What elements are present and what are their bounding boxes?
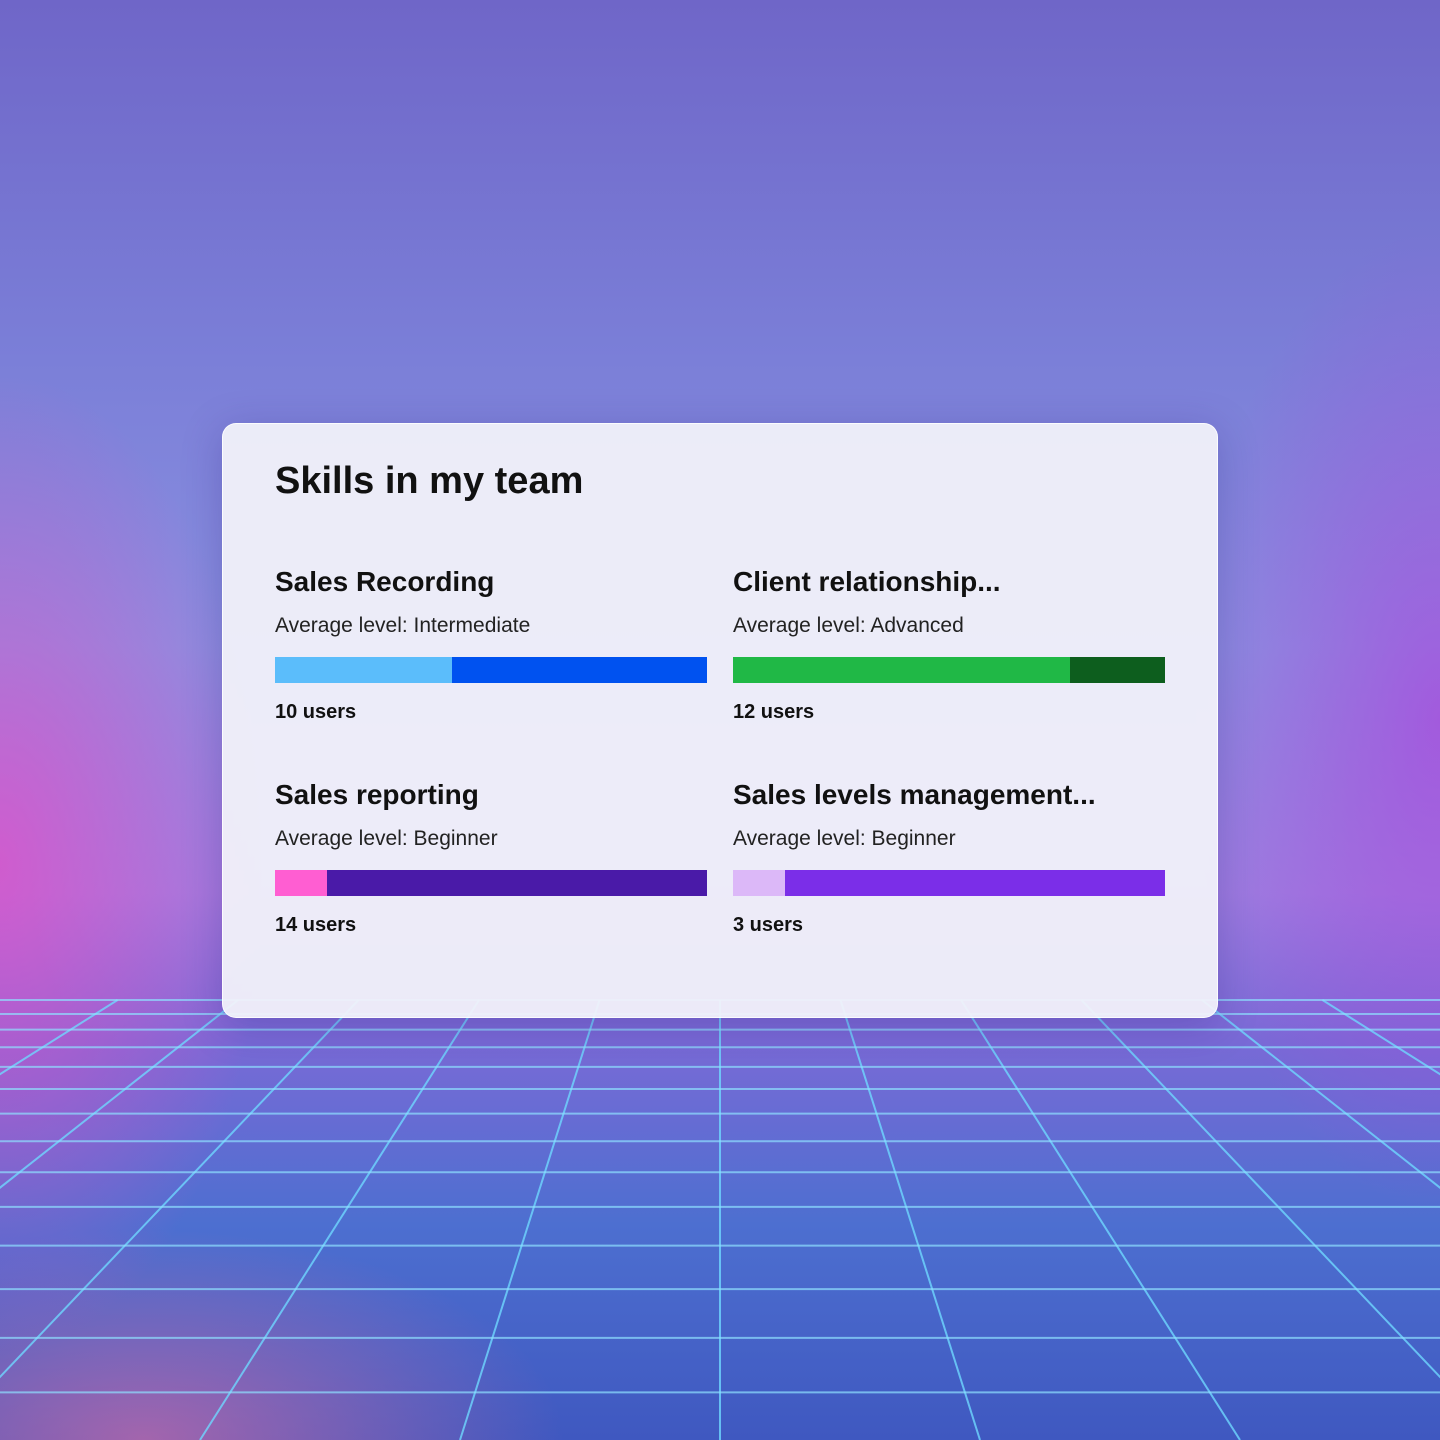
skills-card: Skills in my team Sales Recording Averag… xyxy=(222,423,1218,1018)
skill-name: Sales Recording xyxy=(275,566,495,597)
bar-segment-level xyxy=(275,870,327,896)
grid-line xyxy=(839,999,981,1440)
skill-users: 14 users xyxy=(275,914,357,936)
skill-users: 10 users xyxy=(275,701,357,723)
skill-item: Sales levels management... Average level… xyxy=(733,775,1165,937)
grid-line xyxy=(0,999,239,1189)
grid-line xyxy=(199,999,480,1440)
skill-level: Average level: Intermediate xyxy=(275,614,531,637)
grid-line xyxy=(0,999,360,1379)
grid-line xyxy=(459,999,601,1440)
bar-segment-rest xyxy=(326,870,707,896)
skill-item: Client relationship... Average level: Ad… xyxy=(733,562,1165,724)
grid-line xyxy=(960,999,1241,1440)
skill-item: Sales reporting Average level: Beginner … xyxy=(275,775,707,937)
skill-name: Sales levels management... xyxy=(733,779,1096,810)
bar-segment-level xyxy=(733,657,1070,683)
skill-progress-bar xyxy=(733,870,1165,896)
card-title: Skills in my team xyxy=(275,460,584,502)
skill-level: Average level: Advanced xyxy=(733,614,964,637)
grid-line xyxy=(1201,999,1440,1189)
grid-line xyxy=(0,999,119,1076)
skill-name: Sales reporting xyxy=(275,779,479,810)
skill-item: Sales Recording Average level: Intermedi… xyxy=(275,562,707,724)
skill-progress-bar xyxy=(275,870,707,896)
skill-progress-bar xyxy=(733,657,1165,683)
skill-users: 3 users xyxy=(733,914,804,936)
skill-level: Average level: Beginner xyxy=(733,827,956,850)
skill-name: Client relationship... xyxy=(733,566,1001,597)
skill-level: Average level: Beginner xyxy=(275,827,498,850)
skill-progress-bar xyxy=(275,657,707,683)
bar-segment-rest xyxy=(452,657,707,683)
grid-line xyxy=(1080,999,1440,1379)
skill-users: 12 users xyxy=(733,701,815,723)
bar-segment-level xyxy=(275,657,453,683)
bar-segment-rest xyxy=(784,870,1165,896)
grid-line xyxy=(1321,999,1440,1076)
bar-segment-rest xyxy=(1069,657,1165,683)
bar-segment-level xyxy=(733,870,785,896)
